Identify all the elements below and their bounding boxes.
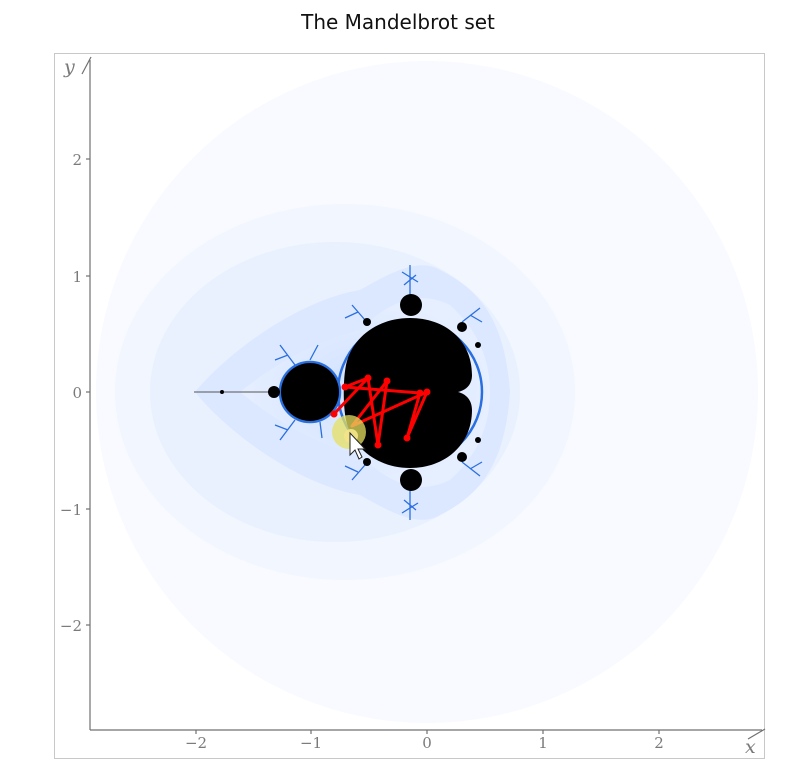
x-axis — [90, 728, 766, 740]
y-tick-label: 0 — [72, 384, 82, 402]
x-tick-label: 2 — [654, 734, 664, 752]
x-tick-label: −2 — [185, 734, 207, 752]
x-axis-label: x — [745, 736, 756, 758]
x-tick-labels: −2 −1 0 1 2 — [185, 734, 664, 752]
y-axis — [81, 56, 92, 730]
x-tick-label: 0 — [422, 734, 432, 752]
x-tick-label: 1 — [538, 734, 548, 752]
y-tick-label: −1 — [60, 501, 82, 519]
y-tick-label: −2 — [60, 617, 82, 635]
chart-title: The Mandelbrot set — [301, 10, 495, 34]
y-tick-label: 1 — [72, 268, 82, 286]
y-tick-labels: 2 1 0 −1 −2 — [60, 151, 82, 635]
x-tick-label: −1 — [300, 734, 322, 752]
mouse-pointer-icon — [349, 431, 367, 460]
orbit-path — [330, 374, 431, 449]
y-tick-label: 2 — [72, 151, 82, 169]
y-axis-label: y — [63, 56, 75, 78]
